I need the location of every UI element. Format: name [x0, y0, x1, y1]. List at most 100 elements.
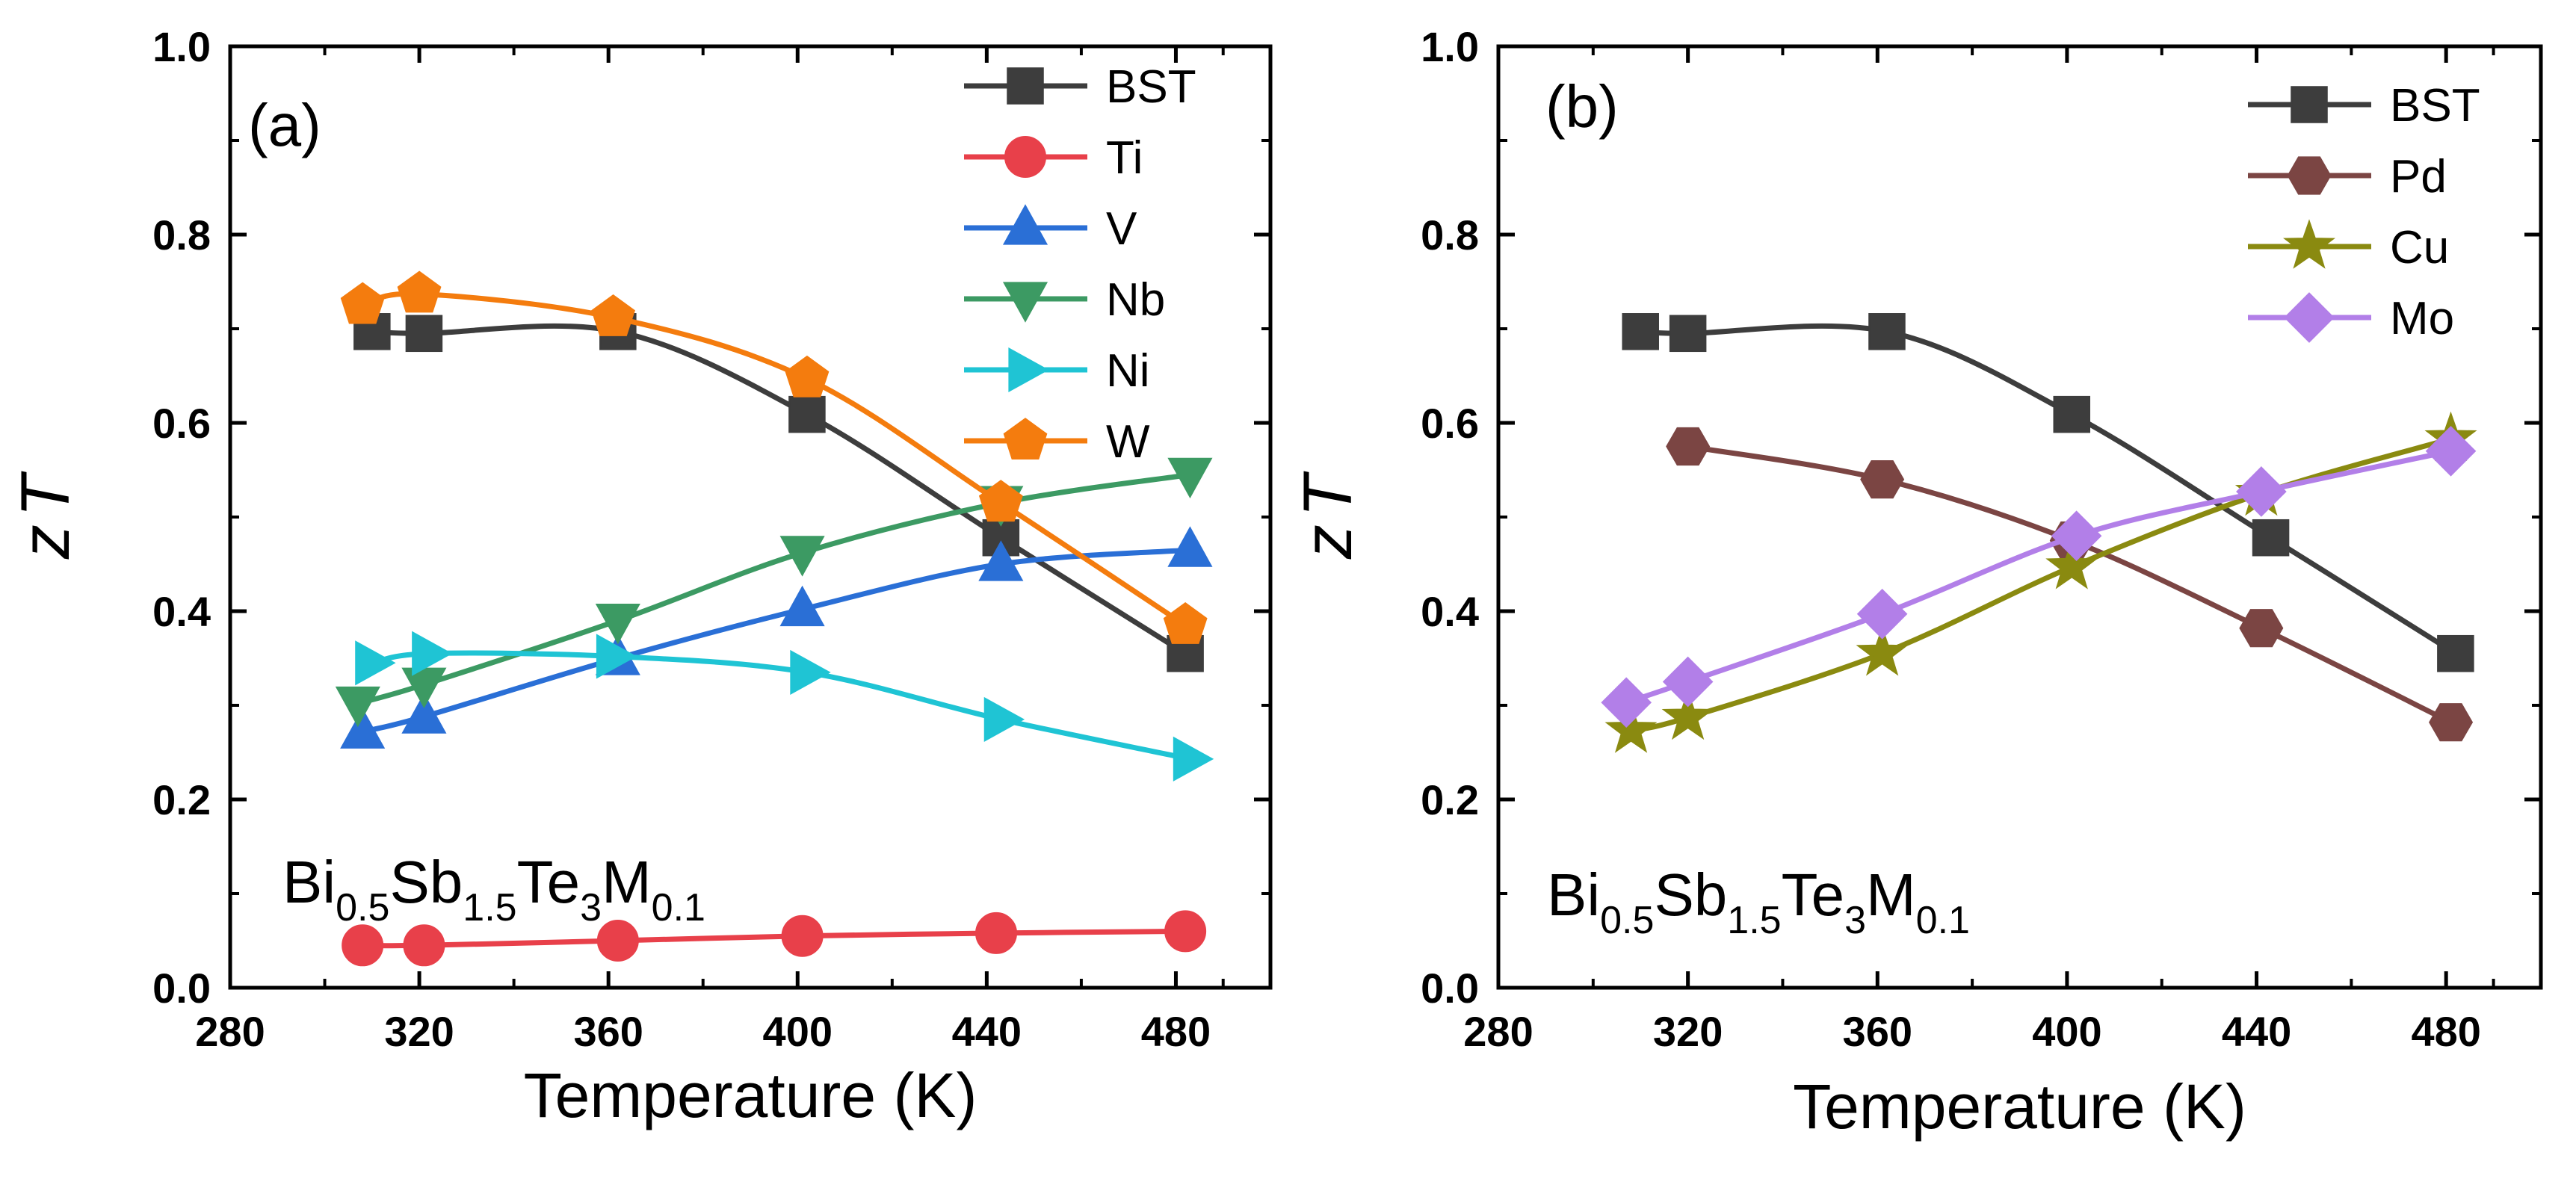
series-Pd: [1666, 427, 2474, 742]
data-point-BST: [788, 395, 826, 433]
data-point-Cu: [1856, 625, 1909, 676]
x-tick-label: 400: [763, 1008, 833, 1055]
series-line-Cu: [1630, 436, 2452, 734]
data-point-Pd: [2239, 609, 2284, 648]
series-line-Mo: [1625, 448, 2452, 705]
legend-label-W: W: [1106, 416, 1150, 468]
legend-marker-Nb: [1002, 282, 1048, 323]
data-point-Pd: [1666, 427, 1711, 466]
data-point-W: [978, 480, 1023, 522]
data-point-BST: [1622, 313, 1659, 350]
y-tick-label: 0.8: [1421, 211, 1479, 259]
formula-subscript: 0.5: [1600, 899, 1654, 942]
plot-frame: [228, 44, 1273, 990]
formula-element: Bi: [1547, 861, 1600, 928]
data-point-W: [340, 282, 385, 324]
formula-subscript: 0.1: [1916, 899, 1970, 942]
formula-subscript: 1.5: [463, 886, 516, 929]
series-Nb: [335, 457, 1213, 728]
y-tick-label: 0.2: [1421, 776, 1479, 823]
formula-subscript: 0.5: [336, 886, 389, 929]
formula-element: M: [602, 849, 652, 915]
data-point-Cu: [1661, 690, 1714, 740]
legend-label-V: V: [1106, 203, 1137, 255]
data-point-BST: [2437, 634, 2474, 672]
data-point-V: [978, 540, 1024, 581]
series-W: [340, 270, 1208, 644]
data-point-Ni: [355, 640, 396, 686]
data-point-Mo: [2236, 466, 2287, 517]
data-point-Ni: [983, 696, 1025, 742]
legend-marker-Mo: [2284, 292, 2335, 343]
formula-subscript: 1.5: [1727, 899, 1781, 942]
legend-marker-Ni: [1008, 347, 1049, 393]
data-point-W: [397, 270, 442, 313]
x-tick-label: 400: [2032, 1008, 2101, 1055]
panel-b: 280 320 360 400 440 480 0.0 0.2 0.4 0.6 0.8 1.0 Temp…: [1290, 23, 2543, 1142]
legend-marker-W: [1003, 418, 1048, 459]
legend-label-Nb: Nb: [1106, 274, 1165, 326]
formula-annotation: Bi0.5Sb1.5Te3M0.1: [1547, 861, 1970, 942]
data-point-Nb: [595, 604, 640, 645]
data-point-Ti: [342, 924, 384, 967]
formula-subscript: 3: [1844, 899, 1866, 942]
formula-element: Te: [1782, 861, 1845, 928]
series-line-Ti: [362, 928, 1186, 949]
data-point-Mo: [2051, 510, 2102, 562]
legend-marker-Ti: [1004, 136, 1046, 178]
data-point-W: [1163, 601, 1208, 644]
data-point-Ni: [1173, 736, 1214, 782]
y-tick-label: 1.0: [1421, 23, 1479, 70]
data-point-Cu: [2045, 539, 2098, 590]
data-point-Ti: [403, 924, 445, 967]
legend-marker-V: [1002, 204, 1048, 245]
data-point-Nb: [335, 686, 380, 728]
y-axis-title-z: z: [7, 524, 84, 560]
legend-label-Mo: Mo: [2390, 293, 2454, 344]
data-point-Ti: [781, 915, 824, 957]
x-tick-label: 320: [1653, 1008, 1723, 1055]
panel-label: (a): [248, 92, 321, 158]
data-point-Ti: [1164, 910, 1207, 953]
data-point-Mo: [2425, 425, 2477, 477]
y-axis-title: zT: [1290, 471, 1366, 560]
x-tick-label: 480: [1141, 1008, 1211, 1055]
data-point-Ti: [596, 920, 639, 962]
x-axis-title: Temperature (K): [1793, 1071, 2246, 1142]
data-point-Pd: [1860, 460, 1905, 499]
legend: BST Pd Cu Mo: [2248, 80, 2480, 344]
x-tick-label: 360: [573, 1008, 643, 1055]
data-point-Pd: [2429, 703, 2474, 742]
x-tick-label: 440: [2222, 1008, 2291, 1055]
y-tick-label: 0.0: [152, 965, 211, 1012]
series-BST: [1622, 313, 2474, 672]
data-point-BST: [405, 315, 443, 353]
data-point-BST: [1669, 315, 1707, 353]
y-tick-label: 0.0: [1421, 965, 1479, 1012]
legend-marker-Pd: [2287, 156, 2332, 195]
y-tick-label: 0.6: [1421, 400, 1479, 447]
y-axis-title: zT: [7, 471, 84, 560]
y-tick-label: 1.0: [152, 23, 211, 70]
data-point-Nb: [779, 536, 825, 577]
data-point-Mo: [1662, 656, 1714, 708]
data-point-Cu: [1604, 703, 1658, 753]
legend-marker-BST: [2291, 86, 2328, 123]
data-point-BST: [2252, 519, 2290, 557]
formula-element: Te: [517, 849, 581, 915]
formula-element: Sb: [389, 849, 463, 915]
data-point-V: [401, 693, 447, 734]
x-tick-label: 280: [1463, 1008, 1533, 1055]
series-Ni: [355, 631, 1214, 782]
legend-label-BST: BST: [2390, 80, 2480, 131]
y-tick-label: 0.8: [152, 211, 211, 259]
data-point-V: [779, 585, 825, 627]
data-point-Nb: [1167, 457, 1213, 499]
formula-element: Bi: [282, 849, 336, 915]
legend-label-Ti: Ti: [1106, 132, 1143, 184]
series-line-BST: [371, 323, 1187, 656]
legend: BST Ti V Nb Ni W: [964, 61, 1196, 468]
y-axis-title-T: T: [1290, 471, 1366, 517]
legend-marker-BST: [1007, 67, 1044, 105]
x-tick-label: 480: [2411, 1008, 2480, 1055]
